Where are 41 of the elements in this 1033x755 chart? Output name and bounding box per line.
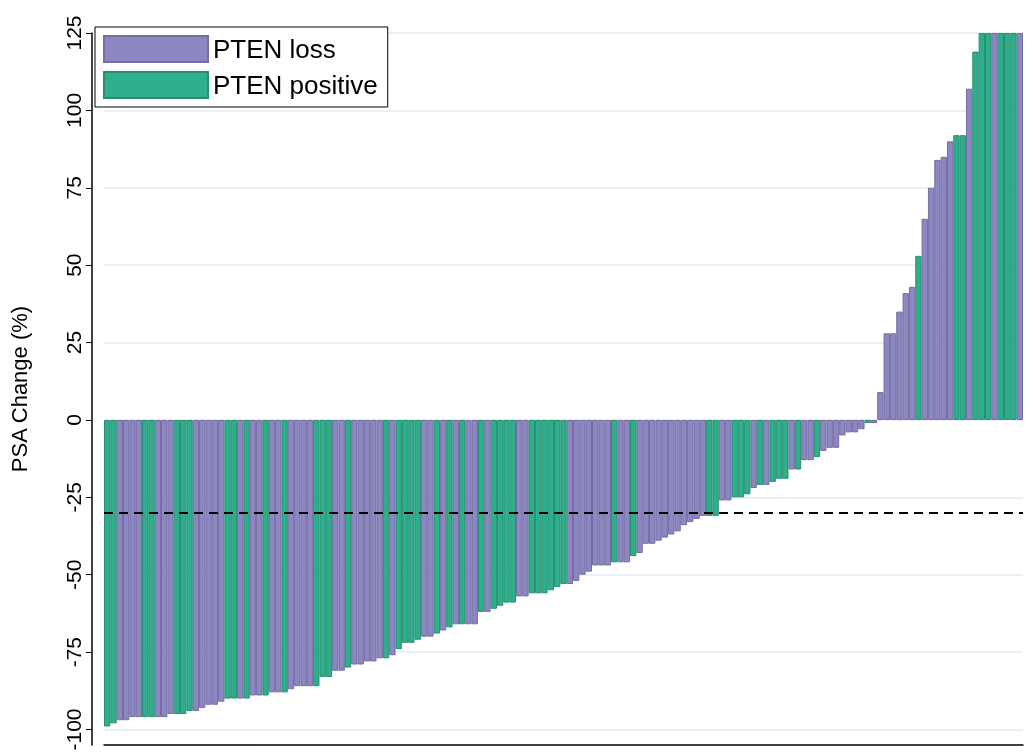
bar	[611, 419, 618, 563]
bar	[763, 419, 770, 485]
bar	[262, 419, 269, 696]
bar	[1016, 33, 1023, 420]
y-tick-label: 25	[62, 330, 85, 355]
y-axis-title: PSA Change (%)	[6, 305, 32, 473]
y-tick-label: 50	[62, 253, 85, 277]
y-tick-label: -100	[62, 708, 85, 751]
bar	[433, 419, 440, 634]
bar	[237, 419, 244, 699]
y-tick-label: 0	[62, 414, 85, 426]
bar	[243, 419, 250, 699]
bar	[389, 419, 396, 656]
bar	[813, 419, 821, 458]
y-tick-label: -50	[62, 559, 85, 590]
bar	[864, 419, 871, 424]
bar	[870, 419, 878, 424]
y-tick-label: 75	[62, 176, 85, 200]
y-tick-label: 125	[62, 15, 85, 51]
y-tick-label: 100	[62, 92, 85, 128]
bar	[788, 419, 795, 470]
bar	[630, 419, 637, 557]
bar	[446, 419, 453, 628]
legend-label: PTEN loss	[213, 34, 336, 64]
bar	[794, 419, 802, 470]
bar	[382, 419, 390, 659]
bar	[344, 419, 352, 668]
bar	[439, 419, 447, 631]
bar	[991, 33, 998, 420]
y-tick-label: -25	[62, 482, 85, 513]
legend-label: PTEN positive	[213, 70, 378, 100]
bar	[458, 419, 466, 625]
bar	[756, 419, 764, 485]
bar	[915, 255, 922, 420]
bar	[281, 419, 288, 693]
bar	[477, 419, 485, 612]
bar	[750, 419, 757, 489]
bar	[484, 419, 491, 612]
bar	[452, 419, 459, 625]
y-tick-label: -75	[62, 636, 85, 668]
bar	[965, 88, 973, 420]
